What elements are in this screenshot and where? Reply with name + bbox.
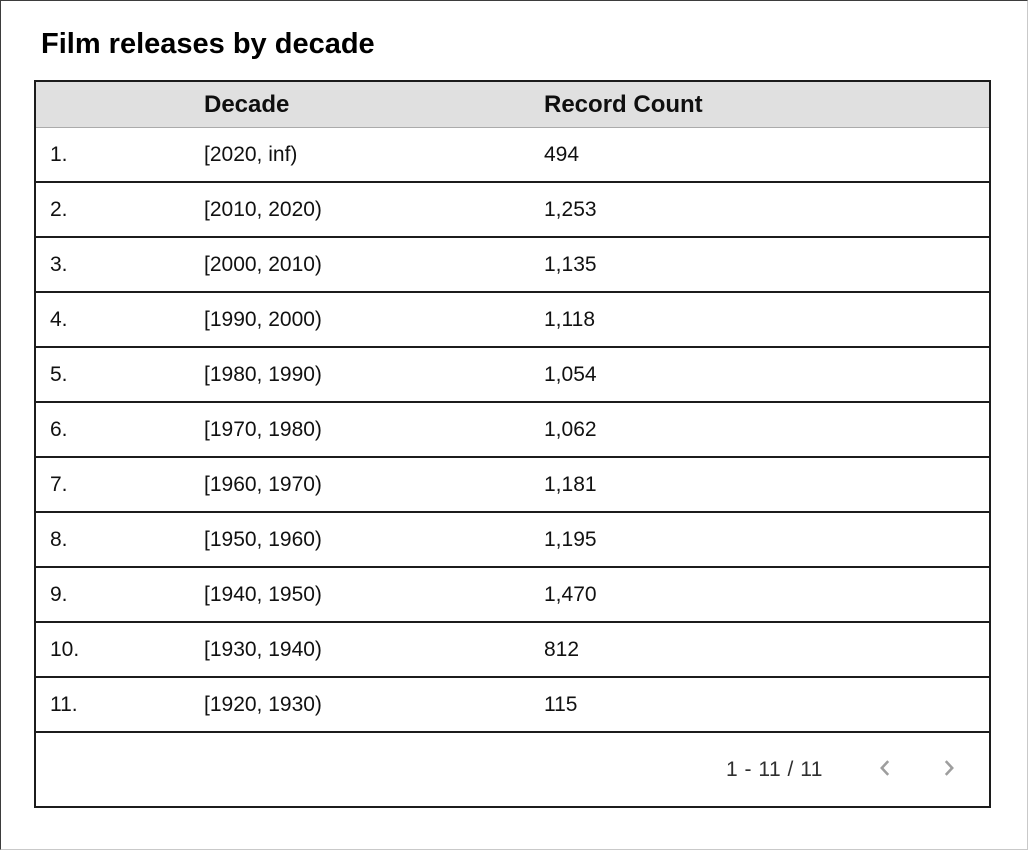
table-row: 10. [1930, 1940) 812 bbox=[36, 623, 989, 678]
count-cell: 1,253 bbox=[544, 197, 597, 221]
row-index-cell: 2. bbox=[50, 197, 68, 221]
decade-cell: [1940, 1950) bbox=[204, 582, 322, 606]
row-index-cell: 11. bbox=[50, 692, 78, 716]
row-index-cell: 1. bbox=[50, 142, 68, 166]
decade-cell: [1970, 1980) bbox=[204, 417, 322, 441]
count-cell: 494 bbox=[544, 142, 580, 166]
decade-cell: [1920, 1930) bbox=[204, 692, 322, 716]
row-index-cell: 8. bbox=[50, 527, 68, 551]
pagination-bar: 1 - 11 / 11 bbox=[36, 733, 989, 806]
count-cell: 1,135 bbox=[544, 252, 597, 276]
decade-cell: [1980, 1990) bbox=[204, 362, 322, 386]
table-row: 11. [1920, 1930) 115 bbox=[36, 678, 989, 733]
table-row: 4. [1990, 2000) 1,118 bbox=[36, 293, 989, 348]
table-chart-card: Decade Record Count 1. [2020, inf) 494 2… bbox=[34, 80, 991, 808]
count-cell: 1,062 bbox=[544, 417, 597, 441]
next-page-button[interactable] bbox=[929, 750, 969, 790]
decade-cell: [1960, 1970) bbox=[204, 472, 322, 496]
count-cell: 1,118 bbox=[544, 307, 595, 331]
count-cell: 812 bbox=[544, 637, 580, 661]
decade-column-header[interactable]: Decade bbox=[204, 90, 290, 118]
row-index-cell: 9. bbox=[50, 582, 68, 606]
table-row: 6. [1970, 1980) 1,062 bbox=[36, 403, 989, 458]
table-row: 3. [2000, 2010) 1,135 bbox=[36, 238, 989, 293]
decade-cell: [2000, 2010) bbox=[204, 252, 322, 276]
row-index-cell: 6. bbox=[50, 417, 68, 441]
decade-cell: [2010, 2020) bbox=[204, 197, 322, 221]
row-index-cell: 3. bbox=[50, 252, 68, 276]
page-title: Film releases by decade bbox=[41, 28, 375, 60]
chevron-left-icon bbox=[874, 757, 896, 782]
pagination-range: 1 - 11 / 11 bbox=[726, 757, 823, 781]
table-row: 8. [1950, 1960) 1,195 bbox=[36, 513, 989, 568]
decade-cell: [2020, inf) bbox=[204, 142, 298, 166]
row-index-cell: 5. bbox=[50, 362, 68, 386]
chevron-right-icon bbox=[938, 757, 960, 782]
decade-cell: [1930, 1940) bbox=[204, 637, 322, 661]
count-cell: 1,181 bbox=[544, 472, 597, 496]
decade-cell: [1990, 2000) bbox=[204, 307, 322, 331]
row-index-cell: 7. bbox=[50, 472, 68, 496]
count-cell: 1,470 bbox=[544, 582, 597, 606]
row-index-cell: 4. bbox=[50, 307, 68, 331]
decade-cell: [1950, 1960) bbox=[204, 527, 322, 551]
table-row: 1. [2020, inf) 494 bbox=[36, 128, 989, 183]
table-row: 5. [1980, 1990) 1,054 bbox=[36, 348, 989, 403]
row-index-cell: 10. bbox=[50, 637, 80, 661]
table-header-row: Decade Record Count bbox=[36, 82, 989, 128]
table-row: 7. [1960, 1970) 1,181 bbox=[36, 458, 989, 513]
record-count-column-header[interactable]: Record Count bbox=[544, 90, 703, 118]
count-cell: 115 bbox=[544, 692, 578, 716]
table-row: 9. [1940, 1950) 1,470 bbox=[36, 568, 989, 623]
count-cell: 1,195 bbox=[544, 527, 597, 551]
count-cell: 1,054 bbox=[544, 362, 597, 386]
prev-page-button[interactable] bbox=[865, 750, 905, 790]
table-row: 2. [2010, 2020) 1,253 bbox=[36, 183, 989, 238]
